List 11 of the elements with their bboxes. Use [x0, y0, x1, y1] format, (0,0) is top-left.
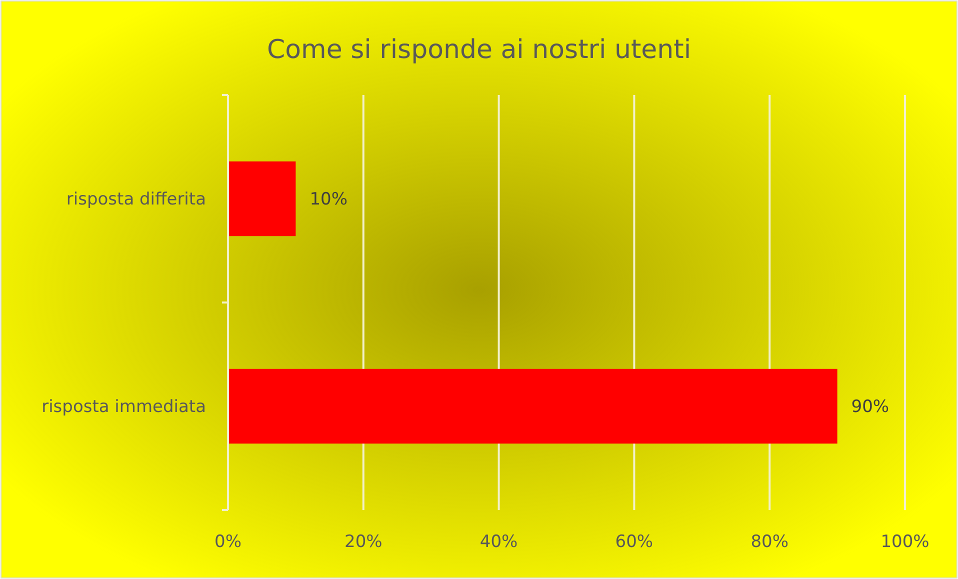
x-tick-label: 60%: [615, 532, 654, 552]
x-tick-label: 80%: [750, 532, 788, 552]
data-label: 90%: [851, 397, 890, 418]
y-tick-label: risposta immediata: [42, 397, 206, 418]
data-label: 10%: [310, 190, 348, 210]
x-tick-label: 0%: [214, 532, 242, 552]
x-tick-label: 100%: [880, 532, 930, 552]
y-tick-label: risposta differita: [66, 190, 206, 210]
x-tick-label: 20%: [344, 532, 382, 552]
x-tick-label: 40%: [480, 532, 518, 552]
chart-title: Come si risponde ai nostri utenti: [266, 35, 692, 65]
